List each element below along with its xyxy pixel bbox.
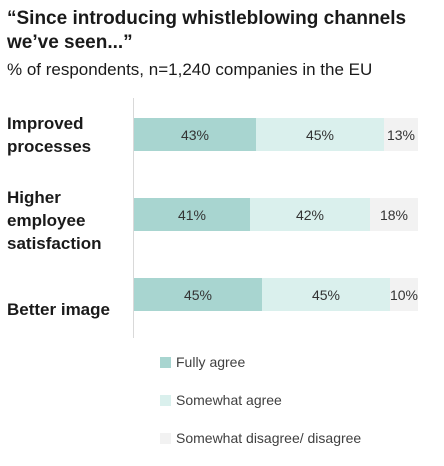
bar-segment: 45% xyxy=(262,278,390,311)
data-label: 42% xyxy=(295,206,325,223)
bar-row: 41% 42% 18% xyxy=(134,198,418,231)
chart-legend: Fully agree Somewhat agree Somewhat disagr… xyxy=(160,352,361,466)
bar-segment: 13% xyxy=(384,118,418,151)
data-label: 45% xyxy=(183,286,213,303)
legend-item: Somewhat agree xyxy=(160,390,361,410)
data-label: 41% xyxy=(177,206,207,223)
category-axis-line xyxy=(133,98,134,338)
legend-label: Fully agree xyxy=(176,354,246,370)
chart-subtitle: % of respondents, n=1,240 companies in t… xyxy=(7,60,373,79)
legend-swatch xyxy=(160,356,171,368)
data-label: 13% xyxy=(386,126,416,143)
data-label: 18% xyxy=(379,206,409,223)
legend-item: Somewhat disagree/ disagree xyxy=(160,428,361,448)
legend-label: Somewhat agree xyxy=(176,392,282,408)
bar-segment: 10% xyxy=(390,278,418,311)
legend-swatch xyxy=(160,432,171,444)
bar-segment: 43% xyxy=(134,118,256,151)
bar-segment: 42% xyxy=(250,198,370,231)
legend-item: Fully agree xyxy=(160,352,361,372)
category-label: Improved processes xyxy=(7,112,127,158)
data-label: 45% xyxy=(311,286,341,303)
legend-swatch xyxy=(160,394,171,406)
category-label-text: Higher employee satisfaction xyxy=(7,188,102,253)
bar-segment: 45% xyxy=(134,278,262,311)
category-label: Better image xyxy=(7,298,127,321)
bar-row: 43% 45% 13% xyxy=(134,118,418,151)
legend-label: Somewhat disagree/ disagree xyxy=(176,430,362,446)
data-label: 10% xyxy=(389,286,419,303)
bar-segment: 41% xyxy=(134,198,250,231)
data-label: 43% xyxy=(180,126,210,143)
category-label-text: Improved processes xyxy=(7,113,92,156)
bar-segment: 45% xyxy=(256,118,384,151)
chart-title: “Since introducing whistleblowing channe… xyxy=(7,8,407,53)
data-label: 45% xyxy=(305,126,335,143)
bar-row: 45% 45% 10% xyxy=(134,278,418,311)
category-label: Higher employee satisfaction xyxy=(7,186,127,255)
category-label-text: Better image xyxy=(7,300,110,319)
bar-segment: 18% xyxy=(370,198,418,231)
